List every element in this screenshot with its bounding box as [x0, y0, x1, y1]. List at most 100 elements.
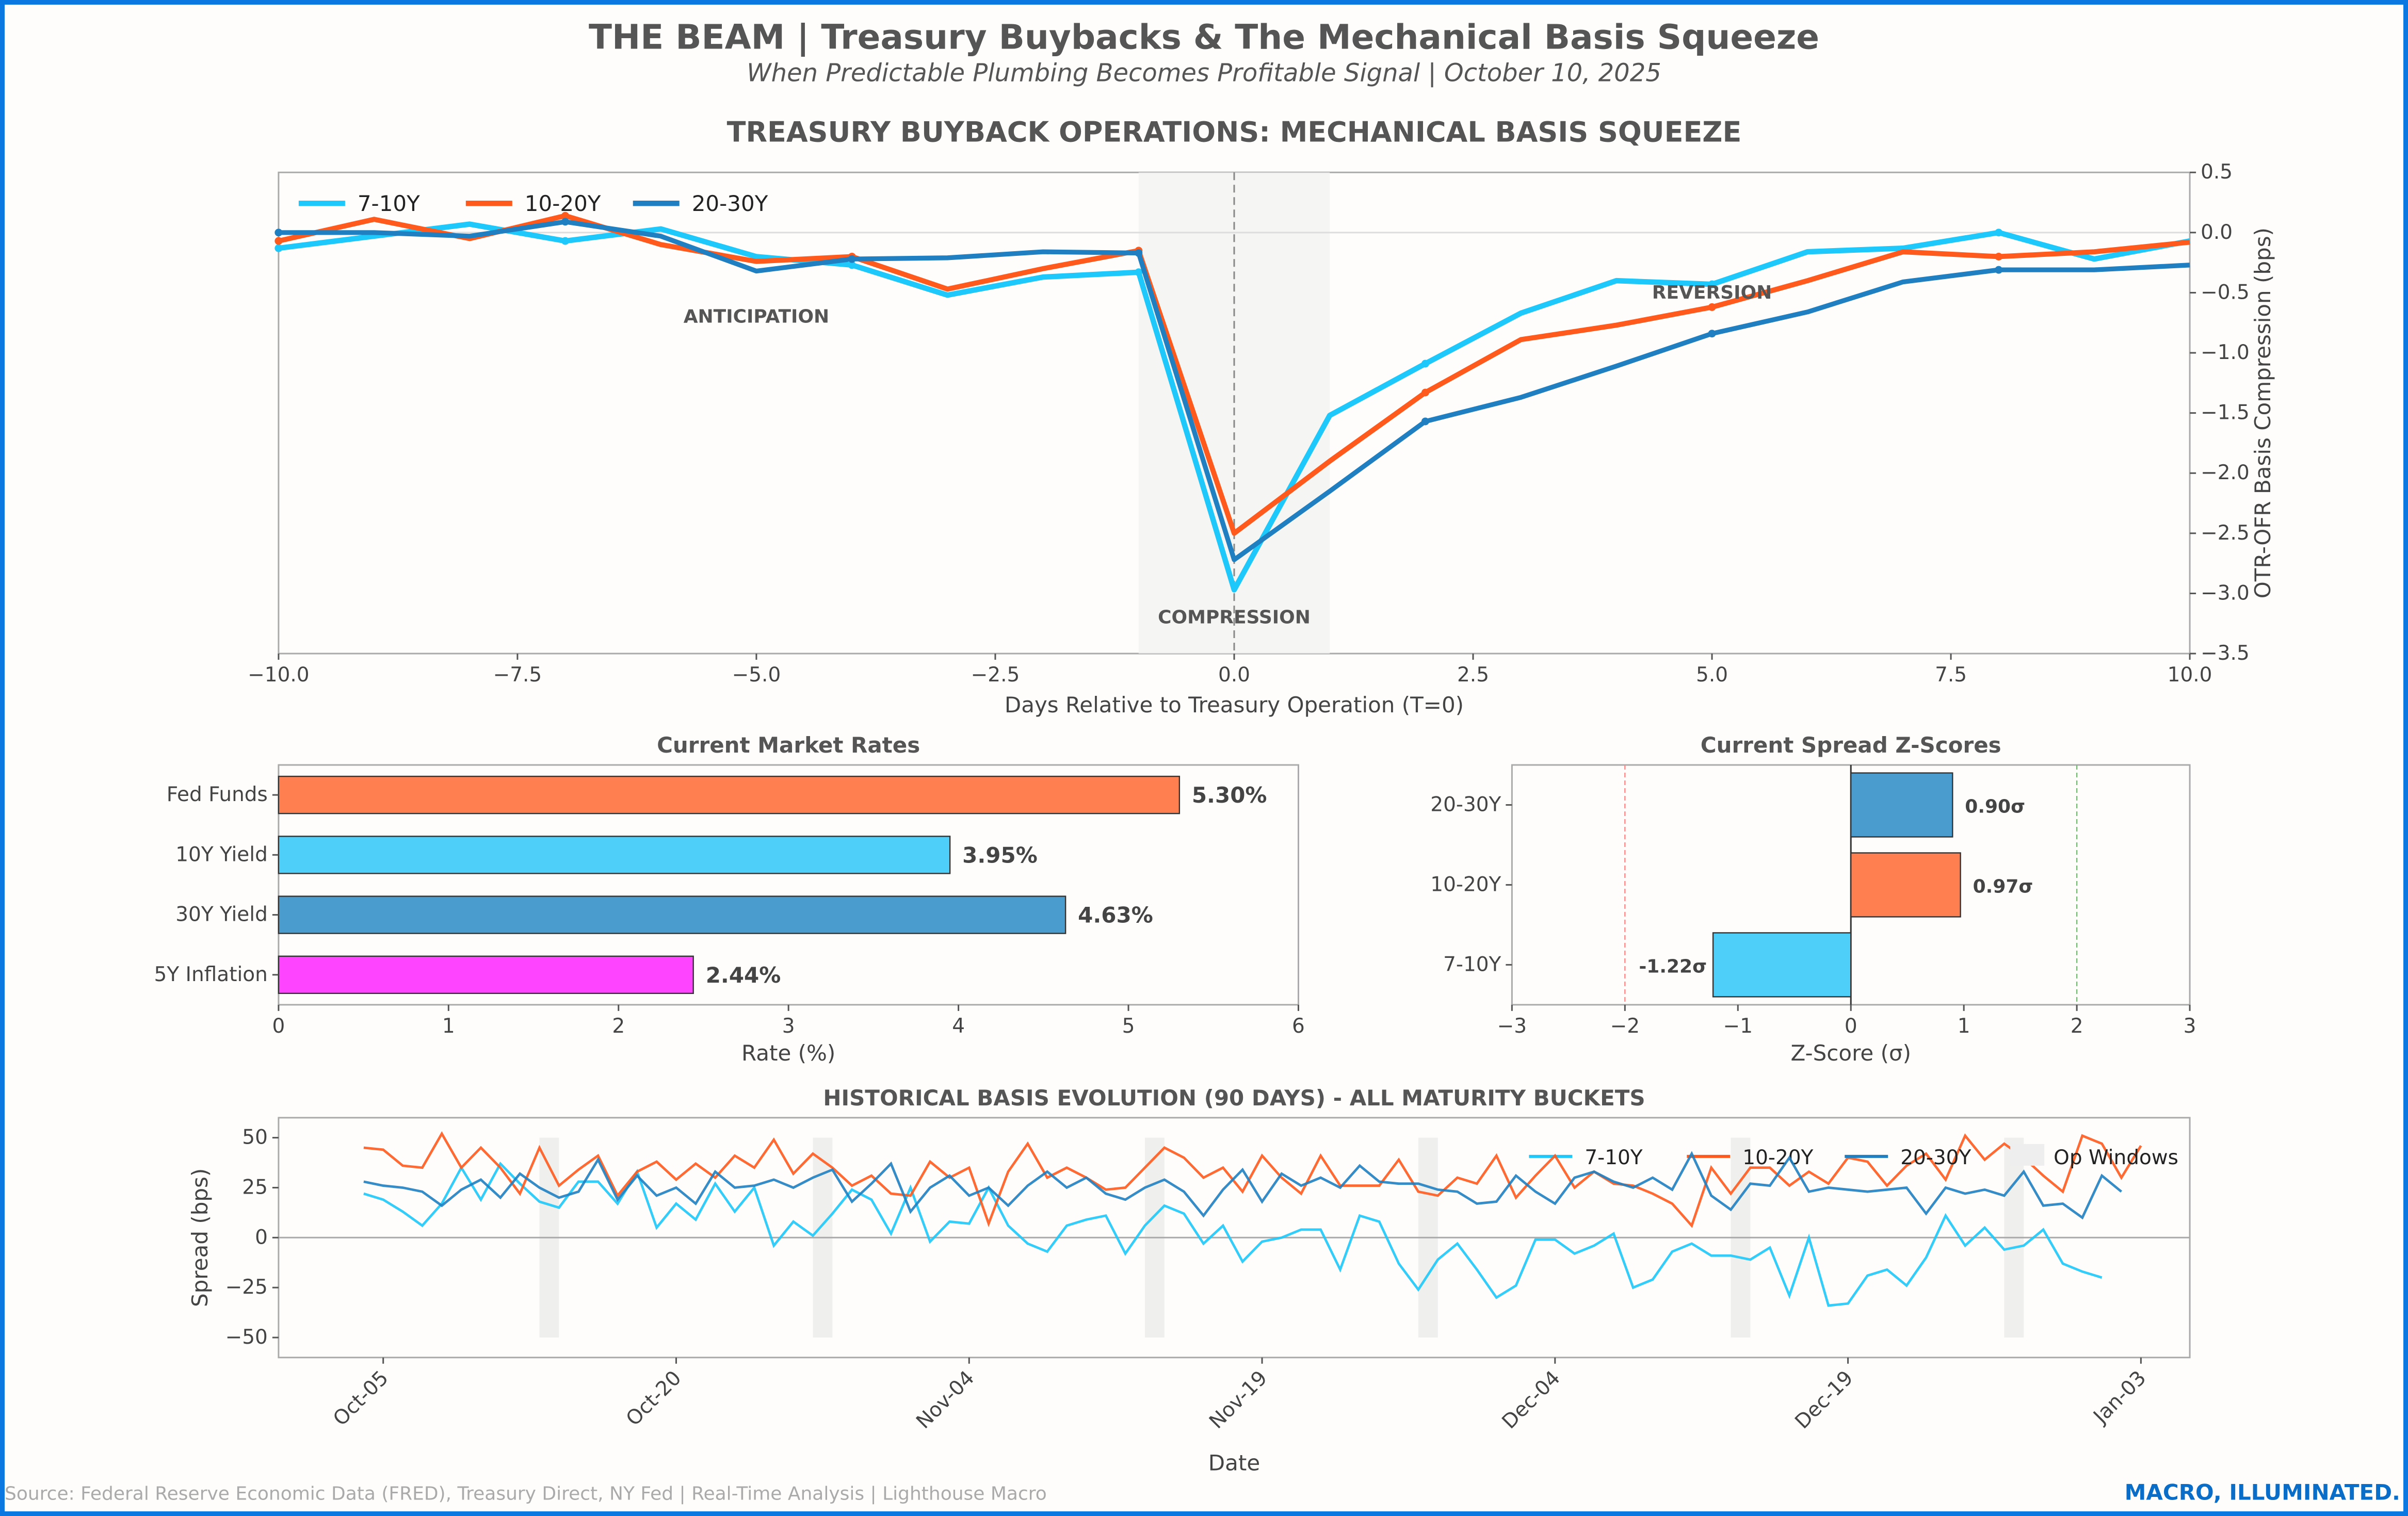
- x-tick-label: 2.5: [1457, 663, 1489, 687]
- legend-label: 20-30Y: [692, 191, 768, 216]
- category-label: 10-20Y: [1430, 873, 1501, 896]
- zscore-chart: Current Spread Z-Scores −3 −2 −1 0 1 2 3 Z-Score…: [1430, 732, 2196, 1066]
- bar-value-label: -1.22σ: [1639, 956, 1707, 977]
- y-tick-label: 50: [242, 1126, 268, 1149]
- y-tick-label: −3.5: [2201, 642, 2250, 665]
- x-tick-label: 3: [2184, 1015, 2196, 1038]
- series-line-20-30Y: [278, 219, 2190, 562]
- source-note: Source: Federal Reserve Economic Data (F…: [5, 1484, 1047, 1505]
- data-point-20-30Y: [274, 229, 283, 237]
- x-tick-label: −2.5: [971, 663, 1020, 687]
- annotation: COMPRESSION: [1158, 607, 1311, 628]
- x-tick-label: −3: [1497, 1015, 1527, 1038]
- x-tick-label: −5.0: [732, 663, 781, 687]
- bar-value-label: 2.44%: [706, 963, 781, 988]
- bar-rate: [278, 955, 694, 995]
- x-tick-label: 0.0: [1218, 663, 1250, 687]
- bar-zscore: [1850, 772, 1953, 838]
- annotation: ANTICIPATION: [684, 306, 829, 328]
- x-tick-label: −10.0: [248, 663, 309, 687]
- tagline: MACRO, ILLUMINATED.: [2125, 1480, 2400, 1505]
- historical-chart: HISTORICAL BASIS EVOLUTION (90 DAYS) - A…: [187, 1085, 2191, 1476]
- legend-label: Op Windows: [2054, 1146, 2178, 1169]
- data-point-10-20Y: [561, 211, 570, 220]
- y-tick-label: −25: [225, 1276, 268, 1299]
- bar-rate: [278, 895, 1066, 934]
- chart-title: Current Market Rates: [657, 732, 920, 758]
- chart-title: HISTORICAL BASIS EVOLUTION (90 DAYS) - A…: [823, 1085, 1645, 1111]
- y-axis-label: OTR-OFR Basis Compression (bps): [2250, 227, 2275, 598]
- data-point-7-10Y: [1708, 280, 1716, 288]
- series-line-7-10Y: [278, 221, 2191, 593]
- data-point-10-20Y: [1995, 252, 2003, 260]
- bar-rate: [278, 836, 951, 874]
- y-tick-label: 0.0: [2201, 221, 2233, 244]
- data-point-20-30Y: [1995, 266, 2003, 274]
- category-label: 30Y Yield: [175, 903, 268, 926]
- x-tick-label: 7.5: [1935, 663, 1967, 687]
- x-tick-label: 1: [442, 1015, 455, 1038]
- x-tick-label: 1: [1958, 1015, 1970, 1038]
- legend-swatch: [2010, 1144, 2045, 1166]
- y-tick-label: 0: [255, 1226, 268, 1249]
- legend-label: 10-20Y: [1742, 1146, 1813, 1169]
- y-tick-label: −2.0: [2201, 461, 2250, 484]
- data-point-10-20Y: [274, 237, 283, 245]
- category-label: 5Y Inflation: [154, 963, 268, 986]
- x-tick-label: 2: [2071, 1015, 2083, 1038]
- dashboard-canvas: THE BEAM | Treasury Buybacks & The Mecha…: [5, 17, 2400, 1505]
- data-point-10-20Y: [1708, 303, 1716, 311]
- data-point-7-10Y: [1421, 360, 1429, 368]
- y-axis-label: Spread (bps): [187, 1168, 213, 1307]
- data-point-7-10Y: [274, 244, 283, 252]
- x-tick-label: Nov-19: [1205, 1366, 1272, 1433]
- y-tick-label: 0.5: [2201, 160, 2233, 184]
- chart-title: TREASURY BUYBACK OPERATIONS: MECHANICAL …: [727, 116, 1742, 148]
- category-label: Fed Funds: [167, 783, 268, 806]
- x-tick-label: 3: [782, 1015, 795, 1038]
- series-line-7-10Y: [363, 1161, 2103, 1307]
- x-tick-label: 2: [612, 1015, 625, 1038]
- data-point-10-20Y: [1421, 388, 1429, 397]
- x-tick-label: Oct-05: [329, 1366, 393, 1431]
- legend-label: 20-30Y: [1900, 1146, 1971, 1169]
- bar-value-label: 0.97σ: [1973, 876, 2033, 897]
- x-tick-label: 5: [1122, 1015, 1135, 1038]
- data-point-20-30Y: [1135, 249, 1143, 257]
- legend-label: 10-20Y: [525, 191, 601, 216]
- x-tick-label: Dec-19: [1790, 1366, 1857, 1433]
- data-point-20-30Y: [848, 255, 856, 263]
- bar-value-label: 5.30%: [1192, 783, 1267, 808]
- x-tick-label: Jan-03: [2088, 1366, 2151, 1429]
- data-point-7-10Y: [848, 261, 856, 269]
- data-point-20-30Y: [1708, 330, 1716, 338]
- y-tick-label: −1.5: [2201, 401, 2250, 425]
- category-label: 7-10Y: [1443, 953, 1501, 976]
- x-tick-label: −7.5: [493, 663, 542, 687]
- x-axis-label: Date: [1208, 1450, 1260, 1476]
- bar-value-label: 3.95%: [962, 842, 1038, 868]
- x-tick-label: 4: [952, 1015, 965, 1038]
- bar-value-label: 4.63%: [1078, 903, 1153, 928]
- x-tick-label: 0: [1845, 1015, 1857, 1038]
- data-point-7-10Y: [1135, 268, 1143, 276]
- y-tick-label: 25: [242, 1176, 268, 1199]
- x-tick-label: −1: [1723, 1015, 1753, 1038]
- y-tick-label: −3.0: [2201, 581, 2250, 605]
- series-line-10-20Y: [363, 1131, 2142, 1228]
- y-tick-label: −1.0: [2201, 341, 2250, 364]
- x-tick-label: Nov-04: [912, 1366, 979, 1433]
- data-point-20-30Y: [561, 218, 570, 226]
- x-axis-label: Z-Score (σ): [1790, 1040, 1911, 1066]
- x-tick-label: −2: [1610, 1015, 1640, 1038]
- series-line-20-30Y: [363, 1151, 2123, 1220]
- x-tick-label: Oct-20: [622, 1366, 686, 1431]
- buyback-chart: TREASURY BUYBACK OPERATIONS: MECHANICAL …: [248, 116, 2275, 718]
- bar-rate: [278, 775, 1181, 814]
- market-rates-chart: Current Market Rates 0 1 2 3 4 5 6 Rate (%) Fed F…: [154, 732, 1305, 1066]
- annotation: REVERSION: [1652, 282, 1772, 303]
- x-tick-label: 10.0: [2168, 663, 2212, 687]
- legend-label: 7-10Y: [358, 191, 420, 216]
- legend-label: 7-10Y: [1585, 1146, 1642, 1169]
